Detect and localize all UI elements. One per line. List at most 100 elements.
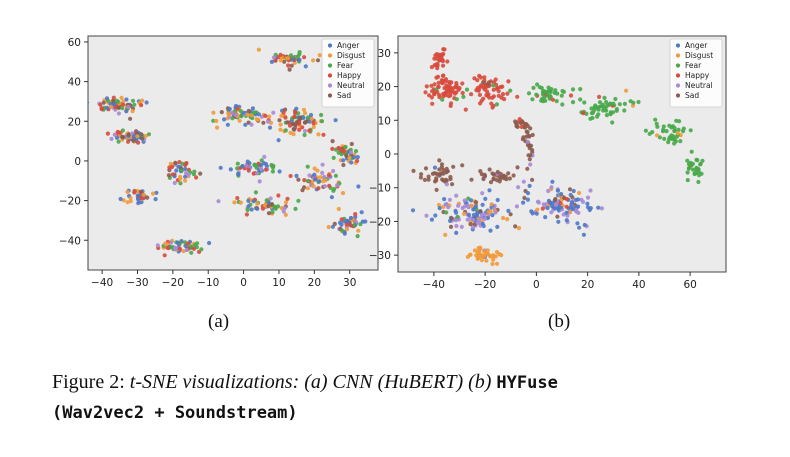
point-fear [339, 152, 344, 157]
point-happy [463, 107, 468, 112]
point-neutral [268, 196, 273, 201]
point-disgust [469, 203, 474, 208]
point-fear [664, 129, 669, 134]
point-sad [481, 80, 486, 85]
point-anger [506, 208, 511, 213]
x-tick-label: 0 [240, 277, 247, 289]
point-anger [105, 105, 110, 110]
point-happy [460, 81, 465, 86]
legend-label: Anger [685, 41, 708, 50]
point-fear [120, 106, 125, 111]
point-sad [422, 177, 427, 182]
point-disgust [125, 189, 130, 195]
point-sad [297, 116, 302, 121]
point-sad [514, 122, 519, 127]
legend-marker [675, 83, 681, 88]
point-fear [539, 98, 544, 103]
point-fear [578, 97, 583, 102]
point-neutral [307, 173, 312, 178]
point-disgust [443, 232, 448, 237]
legend-marker [675, 63, 681, 68]
point-happy [170, 172, 175, 177]
legend-marker [327, 93, 333, 98]
point-fear [590, 115, 595, 121]
point-anger [530, 211, 535, 216]
point-neutral [456, 203, 461, 208]
point-neutral [281, 209, 286, 214]
point-neutral [331, 168, 336, 174]
point-sad [140, 136, 145, 141]
point-fear [570, 87, 576, 92]
point-sad [439, 162, 445, 167]
point-fear [544, 91, 549, 96]
point-fear [578, 87, 583, 92]
point-anger [556, 219, 561, 224]
point-fear [132, 102, 137, 107]
point-disgust [249, 113, 254, 118]
point-anger [550, 201, 555, 206]
point-fear [183, 240, 188, 245]
point-disgust [214, 118, 219, 124]
point-happy [581, 111, 586, 116]
x-tick-label: 30 [343, 277, 356, 289]
point-happy [327, 183, 332, 188]
point-disgust [501, 215, 506, 221]
point-neutral [483, 216, 488, 221]
point-anger [291, 57, 296, 62]
point-fear [589, 106, 594, 111]
point-neutral [470, 225, 475, 230]
point-fear [553, 88, 558, 93]
point-neutral [254, 171, 259, 176]
point-happy [442, 47, 447, 52]
point-anger [555, 188, 561, 193]
point-happy [287, 123, 293, 128]
point-disgust [475, 250, 481, 255]
point-anger [249, 207, 254, 212]
point-fear [691, 167, 696, 172]
point-anger [559, 192, 564, 197]
point-sad [411, 168, 416, 173]
point-disgust [318, 175, 323, 180]
point-fear [178, 181, 183, 186]
point-fear [555, 91, 560, 96]
point-neutral [588, 188, 593, 193]
point-anger [183, 243, 188, 248]
point-anger [550, 179, 555, 184]
point-happy [316, 186, 321, 191]
point-neutral [466, 205, 471, 210]
point-anger [360, 219, 365, 224]
point-fear [604, 113, 610, 118]
point-anger [84, 98, 88, 102]
point-sad [292, 127, 297, 132]
y-tick-label: 20 [378, 82, 391, 94]
point-disgust [311, 58, 316, 63]
point-fear [685, 170, 690, 175]
point-fear [613, 96, 618, 102]
point-anger [267, 125, 273, 130]
point-happy [235, 196, 240, 201]
point-sad [528, 126, 533, 131]
point-fear [655, 124, 660, 129]
point-fear [653, 117, 658, 122]
point-disgust [305, 186, 310, 191]
point-anger [577, 225, 582, 230]
point-disgust [478, 245, 483, 250]
point-anger [488, 228, 493, 233]
point-disgust [285, 56, 290, 61]
point-happy [460, 90, 465, 96]
point-anger [490, 213, 495, 218]
point-sad [526, 153, 531, 158]
point-neutral [446, 205, 451, 210]
point-sad [508, 212, 513, 217]
point-fear [689, 149, 694, 154]
point-happy [450, 89, 455, 94]
point-disgust [279, 113, 284, 118]
point-happy [495, 85, 500, 91]
legend-marker [327, 83, 333, 88]
point-sad [430, 171, 435, 176]
point-anger [243, 122, 248, 127]
legend-label: Fear [337, 61, 354, 70]
x-tick-label: −40 [91, 277, 113, 289]
point-sad [491, 172, 497, 177]
point-anger [303, 64, 308, 69]
